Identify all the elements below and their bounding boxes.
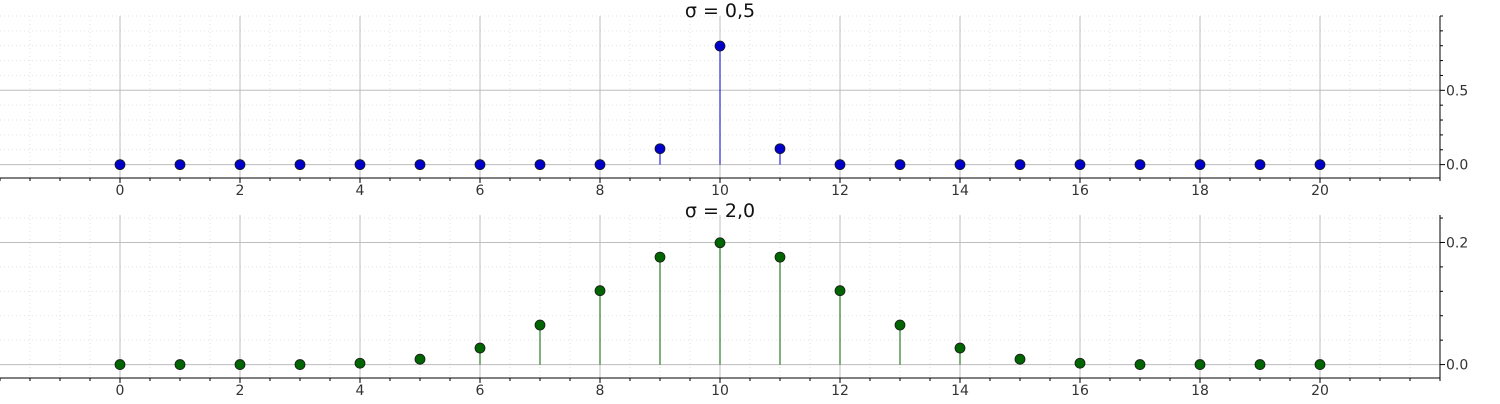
stem-marker <box>234 359 246 370</box>
x-tick-label: 10 <box>711 383 729 399</box>
stem-marker <box>1314 359 1326 370</box>
x-tick-label: 4 <box>356 183 365 199</box>
stem-marker <box>594 285 606 297</box>
stem-marker <box>1194 159 1206 171</box>
x-tick-label: 16 <box>1071 183 1089 199</box>
stem-marker <box>774 251 786 263</box>
stem-marker <box>1134 359 1146 370</box>
stem-marker <box>174 159 186 171</box>
x-tick-label: 6 <box>476 183 485 199</box>
x-tick-label: 10 <box>711 183 729 199</box>
stem-marker <box>294 359 306 370</box>
x-tick-label: 18 <box>1191 383 1209 399</box>
stem-marker <box>954 342 966 354</box>
x-tick-label: 8 <box>596 383 605 399</box>
stem-marker <box>954 159 966 171</box>
stem-marker <box>414 159 426 171</box>
x-tick-label: 2 <box>236 183 245 199</box>
stem-marker <box>354 357 366 369</box>
stem-marker <box>894 159 906 171</box>
stem-marker <box>1014 353 1026 365</box>
stem-marker <box>1074 357 1086 369</box>
x-tick-label: 0 <box>116 183 125 199</box>
chart-title: σ = 2,0 <box>685 200 755 222</box>
stem-marker <box>834 285 846 297</box>
y-tick-label: 0.2 <box>1446 235 1468 251</box>
stem-marker <box>654 143 666 155</box>
stem-marker <box>114 359 126 370</box>
x-tick-label: 12 <box>831 183 849 199</box>
stem-marker <box>774 143 786 155</box>
stem-marker <box>594 159 606 171</box>
x-tick-label: 2 <box>236 383 245 399</box>
y-tick-label: 0.5 <box>1446 83 1468 99</box>
x-tick-label: 8 <box>596 183 605 199</box>
x-tick-label: 6 <box>476 383 485 399</box>
stem-marker <box>834 159 846 171</box>
stem-marker <box>234 159 246 171</box>
y-tick-label: 0.0 <box>1446 358 1468 374</box>
stem-marker <box>534 319 546 331</box>
x-tick-label: 0 <box>116 383 125 399</box>
stem-marker <box>654 251 666 263</box>
x-tick-label: 14 <box>951 183 969 199</box>
stem-marker <box>1254 159 1266 171</box>
x-tick-label: 4 <box>356 383 365 399</box>
x-tick-label: 16 <box>1071 383 1089 399</box>
x-tick-label: 20 <box>1311 183 1329 199</box>
stem-marker <box>1254 359 1266 370</box>
stem-marker <box>1134 159 1146 171</box>
stem-marker <box>474 159 486 171</box>
stem-marker <box>354 159 366 171</box>
stem-marker <box>414 353 426 365</box>
stem-marker <box>294 159 306 171</box>
x-tick-label: 20 <box>1311 383 1329 399</box>
stem-marker <box>714 40 726 52</box>
stem-marker <box>174 359 186 370</box>
stem-marker <box>1314 159 1326 171</box>
stem-marker <box>1074 159 1086 171</box>
chart-panel-1: 0 2 4 6 8 10 12 14 16 18 20 0.0 0.5 σ = 0,5 <box>0 0 1468 199</box>
x-tick-label: 14 <box>951 383 969 399</box>
stem-marker <box>1194 359 1206 370</box>
stem-marker <box>714 237 726 249</box>
stem-marker <box>114 159 126 171</box>
chart-title: σ = 0,5 <box>685 0 755 22</box>
x-tick-label: 18 <box>1191 183 1209 199</box>
stem-marker <box>894 319 906 331</box>
stem-marker <box>534 159 546 171</box>
chart-panel-2: 0 2 4 6 8 10 12 14 16 18 20 0.0 0.2 σ = 2,0 <box>0 200 1468 399</box>
stem-marker <box>474 342 486 354</box>
y-tick-label: 0.0 <box>1446 158 1468 174</box>
stem-marker <box>1014 159 1026 171</box>
x-tick-label: 12 <box>831 383 849 399</box>
